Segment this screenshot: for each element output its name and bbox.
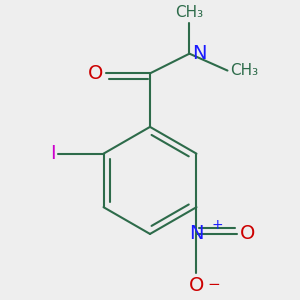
Text: O: O — [240, 224, 256, 243]
Text: CH₃: CH₃ — [230, 63, 258, 78]
Text: O: O — [189, 276, 204, 295]
Text: I: I — [50, 144, 56, 163]
Text: N: N — [192, 44, 207, 63]
Text: CH₃: CH₃ — [176, 5, 203, 20]
Text: −: − — [208, 277, 220, 292]
Text: +: + — [212, 218, 224, 233]
Text: O: O — [88, 64, 103, 83]
Text: N: N — [189, 224, 204, 243]
